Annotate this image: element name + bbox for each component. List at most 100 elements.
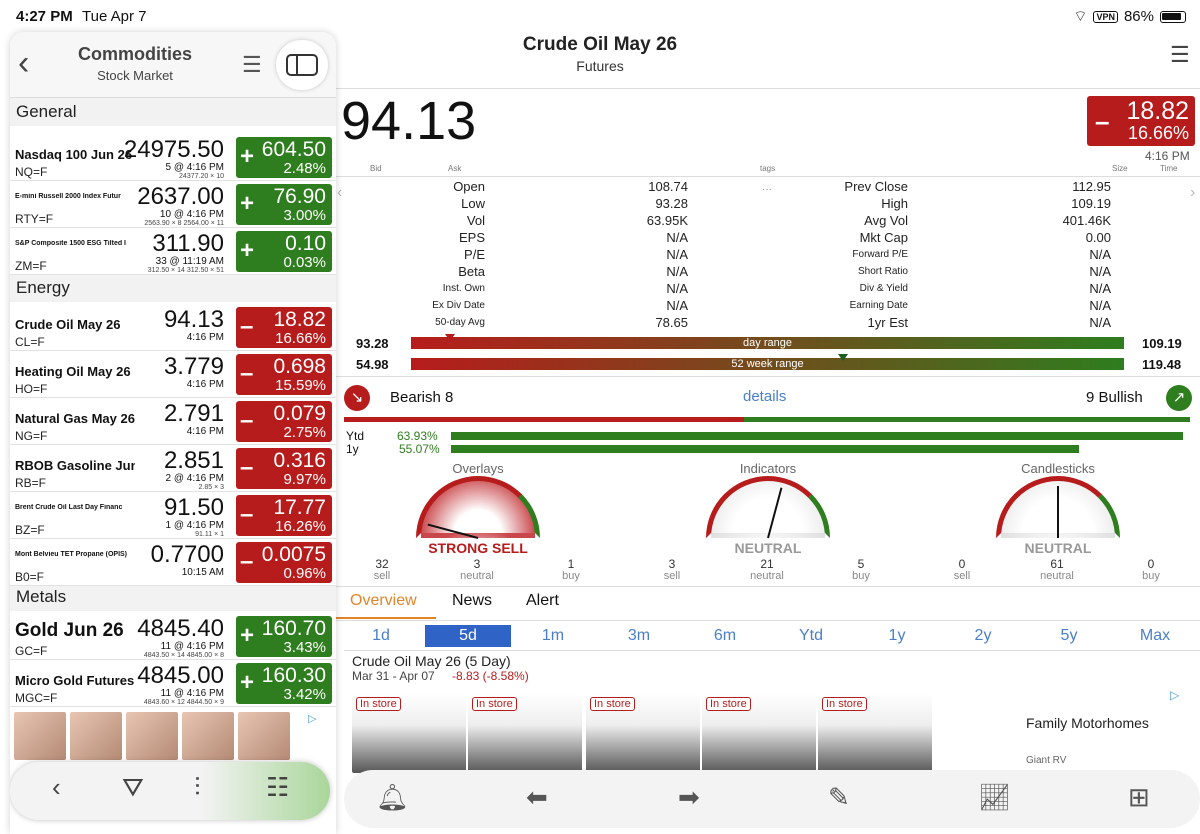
- vpn-badge: VPN: [1093, 10, 1118, 23]
- left-ad-banner[interactable]: ▷: [10, 712, 336, 762]
- change-badge[interactable]: –0.079 2.75%: [236, 401, 332, 442]
- instrument-name: E-mini Russell 2000 Index Futur: [15, 193, 121, 200]
- instrument-time: 33 @ 11:19 AM: [155, 256, 224, 267]
- adchoices-icon[interactable]: ▷: [1170, 688, 1180, 702]
- instrument-symbol: CL=F: [15, 335, 45, 349]
- back-chevron-icon[interactable]: ‹: [18, 44, 30, 82]
- stat-label: Avg Vol: [864, 213, 908, 228]
- rv-ad-card[interactable]: In store: [586, 693, 700, 773]
- rv-ad-card[interactable]: In store: [352, 693, 466, 773]
- period-ytd[interactable]: Ytd: [798, 627, 823, 644]
- change-sign: –: [240, 313, 254, 340]
- ad-thumbnail[interactable]: [70, 712, 122, 760]
- edit-icon[interactable]: ✎: [828, 782, 850, 812]
- more-icon[interactable]: ···: [762, 184, 772, 195]
- list-icon[interactable]: ☷: [266, 772, 290, 802]
- list-item[interactable]: Crude Oil May 26 CL=F 94.13 4:16 PM –18.82 16…: [10, 304, 336, 351]
- instrument-symbol: B0=F: [15, 570, 45, 584]
- day-range-bar: day range: [411, 337, 1124, 349]
- stat-label: Inst. Own: [442, 283, 485, 294]
- sliders-icon[interactable]: ⫶: [194, 772, 201, 802]
- tags-label[interactable]: tags: [760, 164, 776, 173]
- ad-advertiser[interactable]: Giant RV: [1026, 755, 1067, 766]
- stat-value: N/A: [1089, 315, 1111, 330]
- instrument-time: 4:16 PM: [186, 379, 224, 390]
- bearish-count: Bearish 8: [390, 389, 454, 406]
- tab-overview[interactable]: Overview: [350, 592, 417, 609]
- period-5y[interactable]: 5y: [1060, 627, 1078, 644]
- change-sign: +: [240, 237, 255, 264]
- change-sign: +: [240, 622, 255, 649]
- wifi-icon: ⌔: [1073, 8, 1088, 25]
- instrument-time: 10:15 AM: [181, 567, 224, 578]
- details-link[interactable]: details: [743, 388, 787, 405]
- change-badge[interactable]: +160.30 3.42%: [236, 663, 332, 704]
- period-3m[interactable]: 3m: [627, 627, 651, 644]
- period-max[interactable]: Max: [1139, 627, 1171, 644]
- change-badge[interactable]: –0.698 15.59%: [236, 354, 332, 395]
- forward-arrow-icon[interactable]: ➡: [678, 782, 700, 812]
- filter-icon[interactable]: ⛛: [122, 772, 144, 802]
- price-change-badge[interactable]: – 18.82 16.66%: [1087, 96, 1195, 146]
- change-percent: 2.75%: [283, 424, 326, 441]
- sidebar-toggle-icon[interactable]: [276, 40, 328, 90]
- change-badge[interactable]: –0.316 9.97%: [236, 448, 332, 489]
- menu-icon[interactable]: ☰: [1170, 42, 1190, 67]
- list-menu-icon[interactable]: ☰: [242, 52, 262, 77]
- period-1y[interactable]: 1y: [888, 627, 906, 644]
- change-badge[interactable]: –18.82 16.66%: [236, 307, 332, 348]
- change-badge[interactable]: +160.70 3.43%: [236, 616, 332, 657]
- list-item[interactable]: E-mini Russell 2000 Index Futur RTY=F 2637…: [10, 181, 336, 228]
- chart-icon[interactable]: 📈︎: [978, 782, 1012, 812]
- back-icon[interactable]: ‹: [52, 772, 61, 802]
- list-item[interactable]: S&P Composite 1500 ESG Tilted I ZM=F 311.9…: [10, 228, 336, 275]
- list-item[interactable]: Gold Jun 26 GC=F 4845.40 11 @ 4:16 PM 4843.5…: [10, 613, 336, 660]
- gauge-rating: NEUTRAL: [734, 540, 802, 556]
- list-item[interactable]: Brent Crude Oil Last Day Financ BZ=F 91.50…: [10, 492, 336, 539]
- ad-thumbnail[interactable]: [126, 712, 178, 760]
- bullish-count: 9 Bullish: [1086, 389, 1143, 406]
- chevron-right-icon[interactable]: ›: [1190, 184, 1196, 201]
- instrument-name: Brent Crude Oil Last Day Financ: [15, 504, 123, 511]
- tab-news[interactable]: News: [452, 592, 493, 609]
- list-item[interactable]: Micro Gold Futures,Jun-2026MGC=F4845.001…: [10, 660, 336, 707]
- period-2y[interactable]: 2y: [974, 627, 992, 644]
- ad-thumbnail[interactable]: [14, 712, 66, 760]
- stat-label: Earning Date: [849, 300, 908, 311]
- rv-ad-card[interactable]: In store: [702, 693, 816, 773]
- change-badge[interactable]: +76.90 3.00%: [236, 184, 332, 225]
- period-1m[interactable]: 1m: [541, 627, 565, 644]
- back-arrow-icon[interactable]: ⬅: [526, 782, 548, 812]
- list-item[interactable]: Heating Oil May 26 HO=F 3.779 4:16 PM –0.698…: [10, 351, 336, 398]
- instrument-name: Micro Gold Futures,Jun-2026: [15, 673, 135, 688]
- period-1d[interactable]: 1d: [372, 627, 390, 644]
- tab-alert[interactable]: Alert: [526, 592, 559, 609]
- stat-label: Prev Close: [844, 179, 908, 194]
- period-5d[interactable]: 5d: [425, 625, 511, 647]
- list-item[interactable]: Natural Gas May 26 NG=F 2.791 4:16 PM –0.079…: [10, 398, 336, 445]
- adchoices-icon[interactable]: ▷: [308, 713, 317, 725]
- time-label: Time: [1160, 164, 1178, 173]
- period-6m[interactable]: 6m: [713, 627, 737, 644]
- list-item[interactable]: Nasdaq 100 Jun 26 NQ=F 24975.50 5 @ 4:16 PM…: [10, 134, 336, 181]
- rv-ad-card[interactable]: In store: [818, 693, 932, 773]
- ad-title[interactable]: Family Motorhomes: [1026, 715, 1149, 731]
- change-badge[interactable]: +604.50 2.48%: [236, 137, 332, 178]
- grid-icon[interactable]: ⊞: [1128, 782, 1150, 812]
- change-badge[interactable]: –17.77 16.26%: [236, 495, 332, 536]
- change-badge[interactable]: +0.10 0.03%: [236, 231, 332, 272]
- instrument-name: Heating Oil May 26: [15, 364, 131, 379]
- gauge-neutral-count: 3: [473, 557, 481, 571]
- rv-ad-card[interactable]: In store: [468, 693, 582, 773]
- list-item[interactable]: Mont Belvieu TET Propane (OPIS) B0=F 0.770…: [10, 539, 336, 586]
- bell-icon[interactable]: 🔔︎: [376, 782, 410, 812]
- ytd-bar: [451, 432, 1183, 440]
- ad-thumbnail[interactable]: [182, 712, 234, 760]
- gauge-sell-count: 0: [958, 557, 966, 571]
- battery-icon: [1160, 10, 1186, 23]
- change-badge[interactable]: –0.0075 0.96%: [236, 542, 332, 583]
- ad-thumbnail[interactable]: [238, 712, 290, 760]
- change-value: 0.316: [273, 449, 326, 472]
- chevron-left-icon[interactable]: ‹: [337, 184, 343, 201]
